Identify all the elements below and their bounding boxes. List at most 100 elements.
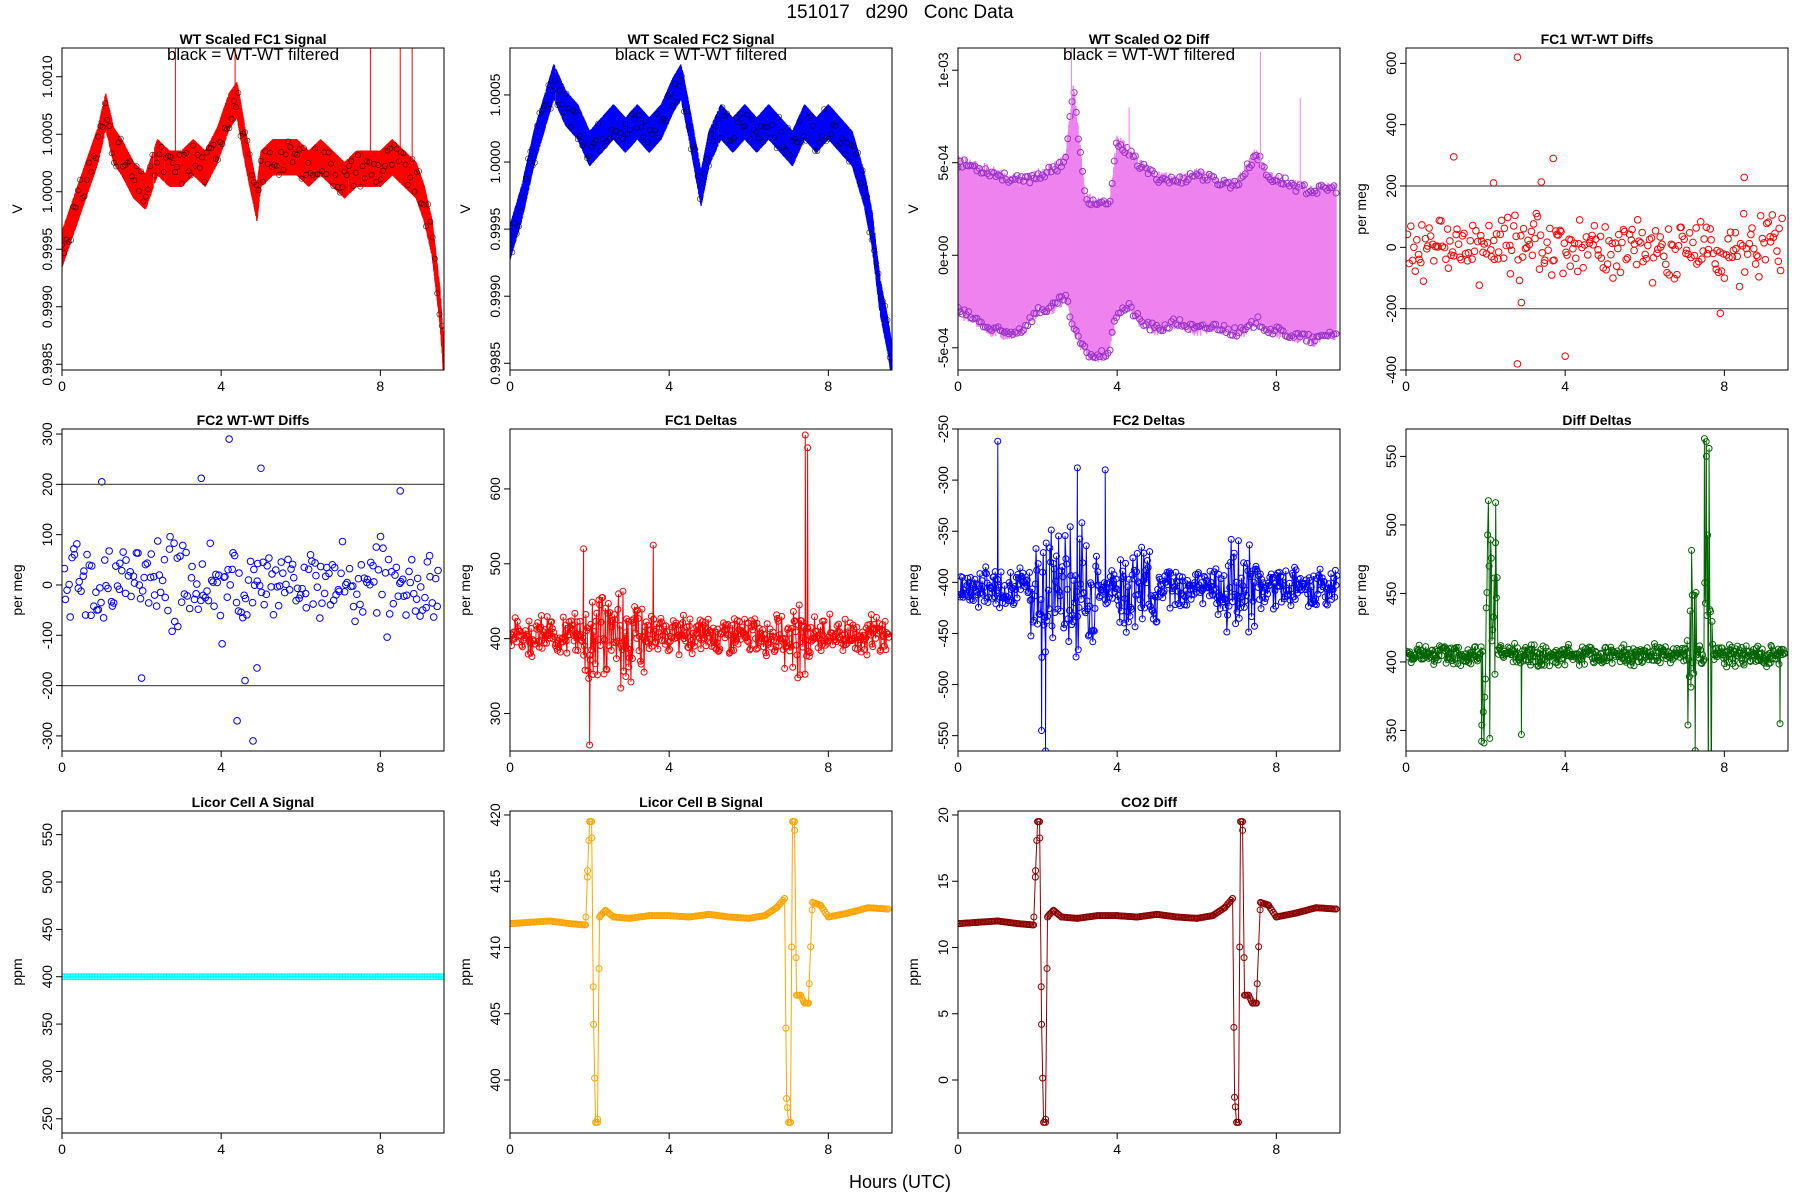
filtered-point xyxy=(782,147,789,154)
plot-frame xyxy=(509,47,893,371)
filtered-point xyxy=(631,116,638,123)
filtered-point xyxy=(257,157,264,164)
filtered-point xyxy=(219,141,226,148)
filtered-point xyxy=(273,162,280,169)
filtered-point xyxy=(88,168,95,175)
filtered-point xyxy=(757,122,764,129)
filtered-point xyxy=(176,151,183,158)
filtered-point xyxy=(640,134,647,141)
filtered-point xyxy=(667,91,674,98)
filtered-point xyxy=(735,119,742,126)
filtered-point xyxy=(205,144,212,151)
filtered-point xyxy=(769,122,776,129)
filtered-point xyxy=(629,111,636,118)
filtered-point xyxy=(194,151,201,158)
filtered-point xyxy=(796,118,803,125)
filtered-point xyxy=(762,124,769,131)
filtered-point xyxy=(748,116,755,123)
filtered-point xyxy=(771,134,778,141)
filtered-point xyxy=(339,184,346,191)
filtered-point xyxy=(267,149,273,156)
filtered-point xyxy=(534,122,541,129)
filtered-point xyxy=(242,129,249,136)
filtered-point xyxy=(201,178,208,185)
filtered-point xyxy=(676,82,683,89)
filtered-point xyxy=(873,260,880,267)
filtered-point xyxy=(337,189,343,196)
filtered-point xyxy=(278,149,285,156)
filtered-point xyxy=(135,187,142,194)
filtered-point xyxy=(226,125,233,132)
filtered-point xyxy=(434,290,441,297)
filtered-point xyxy=(106,122,113,129)
filtered-point xyxy=(742,123,749,130)
filtered-point xyxy=(886,354,892,361)
y-axis-label: V xyxy=(457,204,473,214)
filtered-point xyxy=(597,147,604,154)
filtered-point xyxy=(620,136,626,143)
filtered-point xyxy=(289,159,296,166)
filtered-point xyxy=(407,174,414,181)
filtered-point xyxy=(183,150,190,156)
filtered-point xyxy=(156,151,163,158)
filtered-point xyxy=(389,161,395,168)
chart-p2: 0 4 8 0.9985 0.9990 0.9995 1.0000 1.0005 WT Scal… xyxy=(457,31,893,394)
filtered-point xyxy=(543,101,550,108)
plot-area-p2 xyxy=(510,64,892,370)
y-tick-label: 1.0005 xyxy=(39,113,55,156)
filtered-point xyxy=(138,168,145,175)
y-tick-label: 1.0000 xyxy=(487,140,503,183)
filtered-point xyxy=(357,183,364,190)
filtered-point xyxy=(882,303,889,309)
filtered-point xyxy=(807,112,814,119)
filtered-point xyxy=(696,196,703,202)
filtered-point xyxy=(832,123,839,129)
filtered-point xyxy=(681,108,687,115)
filtered-point xyxy=(101,100,108,107)
filtered-point xyxy=(855,149,862,156)
filtered-point xyxy=(131,177,138,184)
filtered-point xyxy=(346,163,353,170)
filtered-point xyxy=(568,123,574,130)
filtered-point xyxy=(685,123,692,130)
filtered-point xyxy=(62,250,68,257)
filtered-point xyxy=(622,121,629,127)
filtered-point xyxy=(554,102,561,109)
filtered-point xyxy=(577,133,584,140)
filtered-point xyxy=(427,218,434,225)
filtered-point xyxy=(235,89,242,96)
filtered-point xyxy=(737,110,744,117)
filtered-point xyxy=(525,155,532,162)
filtered-point xyxy=(230,97,237,104)
filtered-point xyxy=(72,204,79,211)
filtered-point xyxy=(368,171,375,178)
filtered-point xyxy=(343,172,350,179)
filtered-point xyxy=(190,142,197,149)
filtered-point xyxy=(601,143,608,149)
filtered-point xyxy=(692,146,699,153)
filtered-point xyxy=(843,139,850,146)
filtered-point xyxy=(228,115,235,122)
y-tick-label: 1.0005 xyxy=(487,73,503,116)
plot-title: WT Scaled FC2 Signal xyxy=(627,31,774,47)
filtered-point xyxy=(321,149,328,156)
filtered-point xyxy=(527,148,534,155)
filtered-point xyxy=(572,109,579,116)
filtered-point xyxy=(703,155,710,162)
filtered-point xyxy=(800,132,807,139)
filtered-point xyxy=(108,150,115,157)
filtered-point xyxy=(382,162,389,169)
filtered-point xyxy=(95,133,102,140)
filtered-point xyxy=(694,173,701,180)
filtered-point xyxy=(669,103,676,110)
filtered-point xyxy=(701,170,708,177)
filtered-point xyxy=(635,112,642,119)
y-tick-label: 0.9985 xyxy=(487,342,503,385)
filtered-point xyxy=(438,322,444,329)
filtered-point xyxy=(262,148,269,155)
filtered-point xyxy=(203,149,210,156)
filtered-point xyxy=(857,179,864,186)
filtered-point xyxy=(561,109,568,116)
x-tick-label: 8 xyxy=(376,378,384,394)
filtered-point xyxy=(253,181,260,188)
